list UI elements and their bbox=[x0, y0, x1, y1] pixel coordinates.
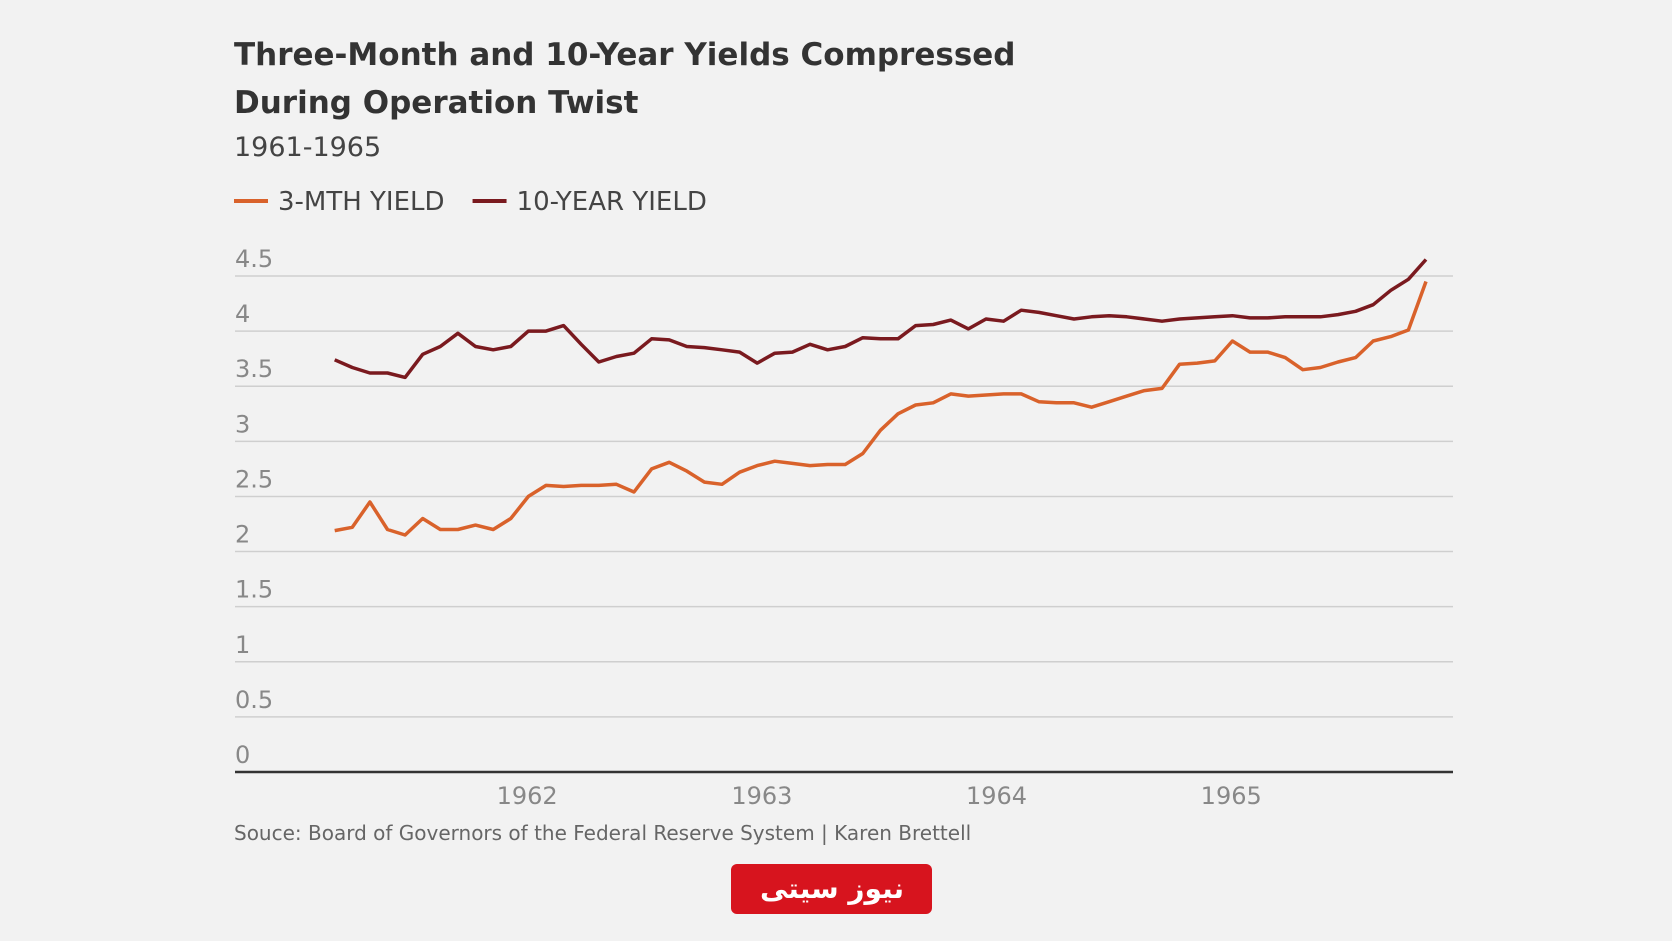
x-tick-label: 1962 bbox=[497, 782, 558, 810]
y-tick-label: 3.5 bbox=[235, 355, 273, 383]
y-tick-label: 1 bbox=[235, 631, 250, 659]
series-line bbox=[333, 258, 1428, 380]
y-tick-label: 2.5 bbox=[235, 465, 273, 493]
x-tick-label: 1964 bbox=[966, 782, 1027, 810]
legend-label: 3-MTH YIELD bbox=[278, 187, 445, 217]
y-tick-label: 3 bbox=[235, 410, 250, 438]
y-tick-label: 2 bbox=[235, 521, 250, 549]
x-tick-label: 1965 bbox=[1201, 782, 1262, 810]
chart-subtitle: 1961-1965 bbox=[234, 132, 381, 163]
chart-title: During Operation Twist bbox=[234, 85, 639, 121]
legend-label: 10-YEAR YIELD bbox=[517, 187, 707, 217]
chart-title: Three-Month and 10-Year Yields Compresse… bbox=[234, 37, 1016, 73]
source: Souce: Board of Governors of the Federal… bbox=[234, 821, 971, 845]
y-tick-label: 1.5 bbox=[235, 576, 273, 604]
logo: نیوز سیتی bbox=[760, 872, 904, 905]
x-tick-label: 1963 bbox=[731, 782, 792, 810]
y-tick-label: 4 bbox=[235, 300, 250, 328]
y-tick-label: 0 bbox=[235, 741, 250, 769]
series-line bbox=[334, 280, 1428, 537]
logo-box bbox=[731, 864, 932, 914]
y-tick-label: 0.5 bbox=[235, 686, 273, 714]
y-tick-label: 4.5 bbox=[235, 245, 273, 273]
